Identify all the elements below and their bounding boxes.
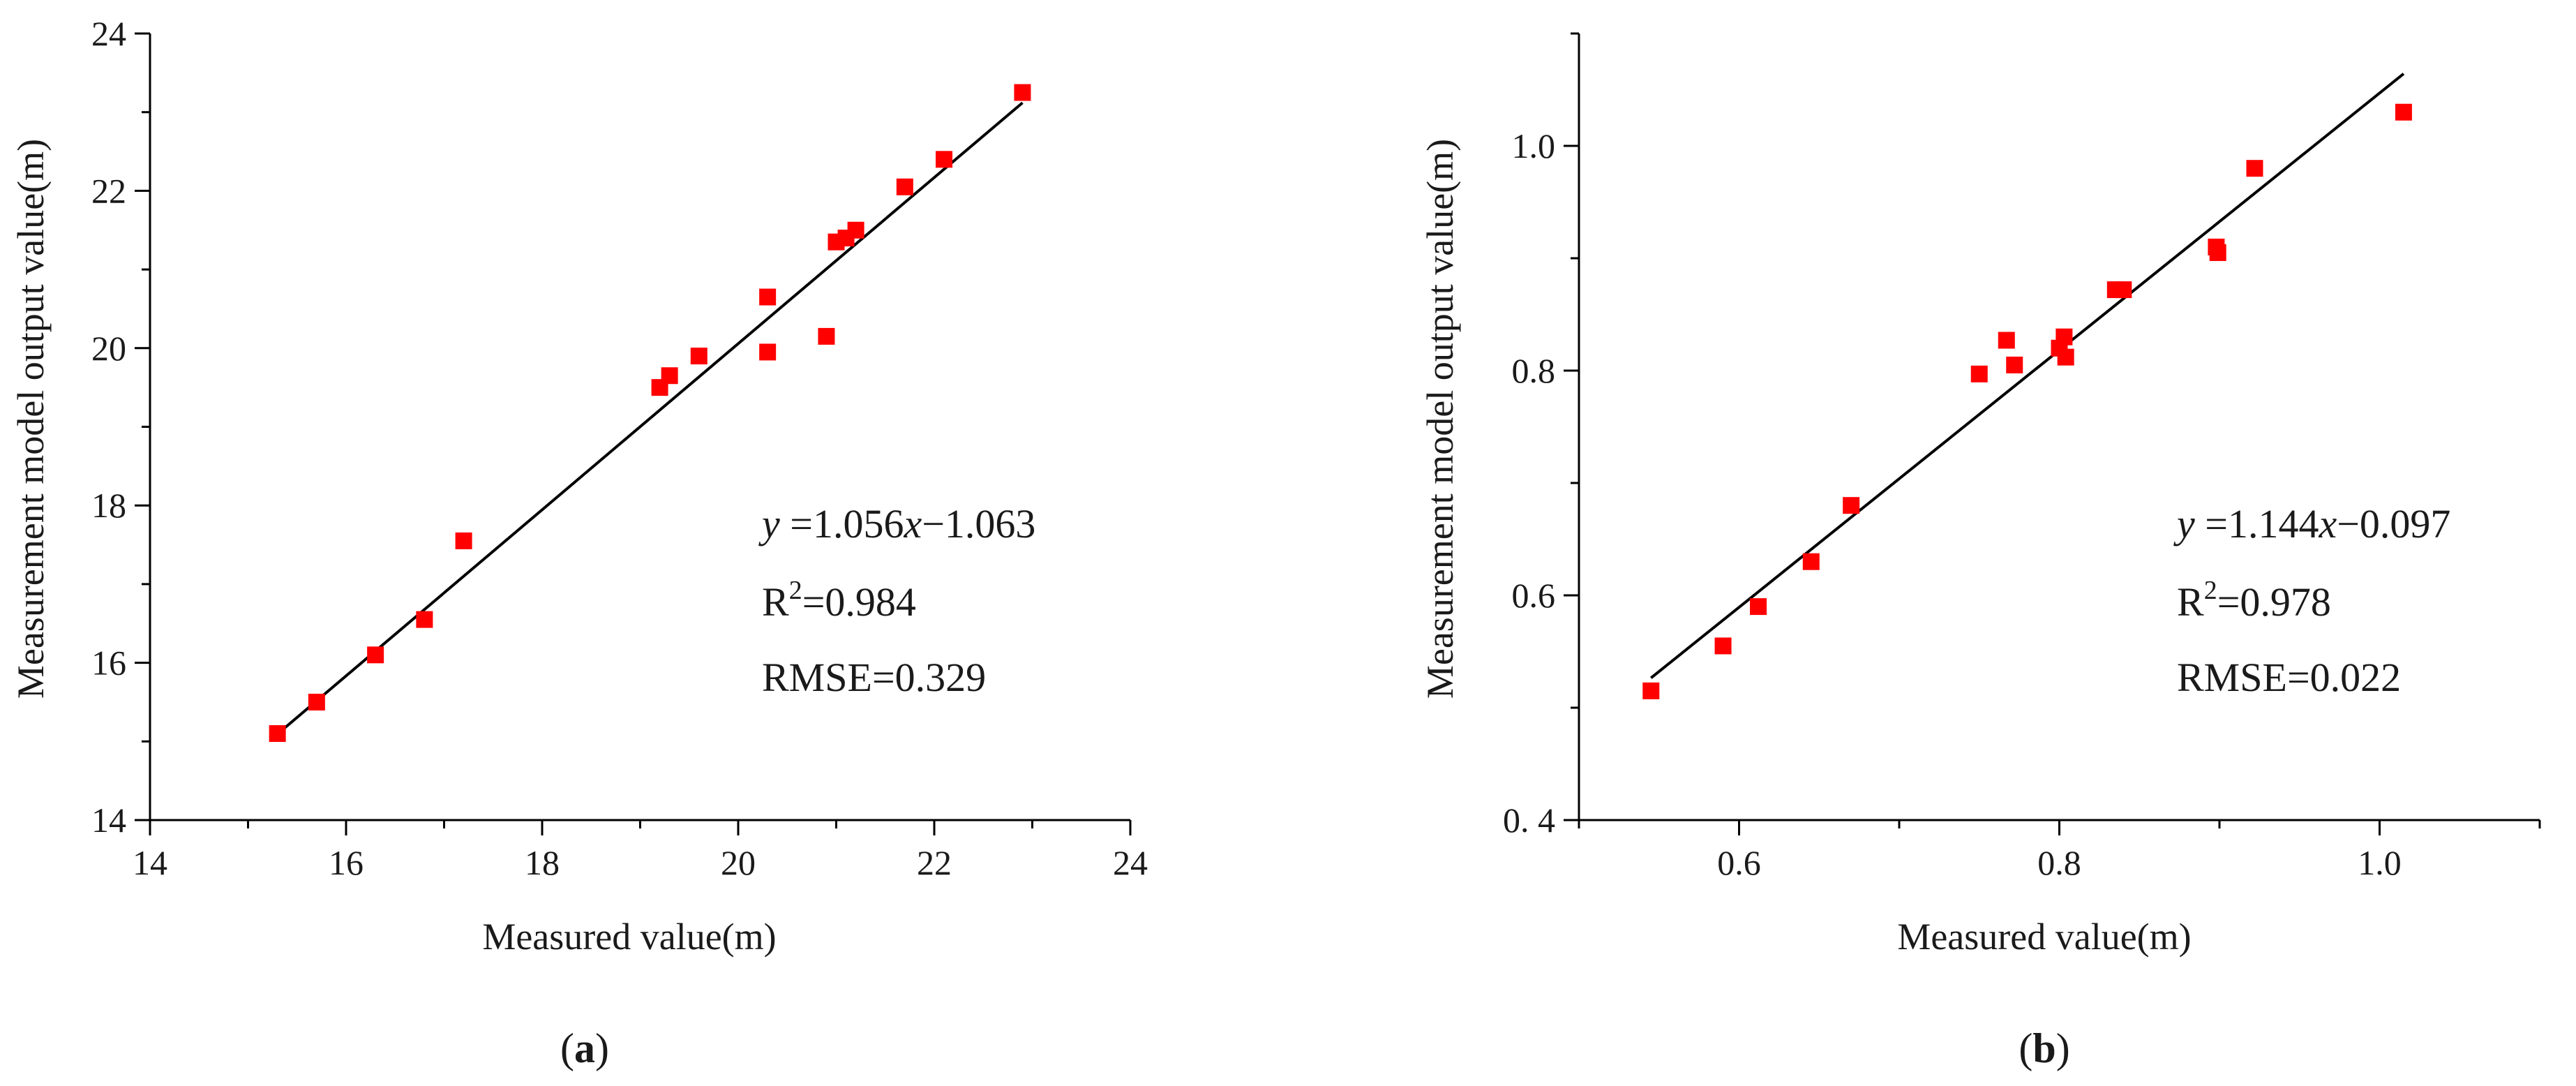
panel-b-y-tick-label: 0. 4 bbox=[1503, 801, 1555, 840]
panel-a-rmse: RMSE=0.329 bbox=[762, 655, 986, 700]
panel-a-data-point bbox=[269, 725, 286, 743]
panel-b-data-point bbox=[1642, 682, 1660, 699]
panel-b-rmse: RMSE=0.022 bbox=[2177, 655, 2401, 700]
panel-b-x-tick-label: 0.6 bbox=[1717, 843, 1761, 882]
panel-b-y-tick-label: 0.8 bbox=[1512, 351, 1556, 390]
panel-b-data-point bbox=[2057, 348, 2074, 366]
panel-b-plot-area: 0.6 0.8 1.0 0. 4 0.6 0.8 1.0 bbox=[1503, 32, 2541, 882]
panel-a-y-tick-label: 20 bbox=[91, 329, 126, 368]
panel-a-y-tick-label: 24 bbox=[91, 14, 126, 53]
panel-a-data-point bbox=[308, 693, 325, 711]
panel-a-data-point bbox=[367, 646, 384, 664]
panel-a-equation: y =1.056x−1.063 bbox=[758, 501, 1035, 546]
panel-a-data-point bbox=[818, 327, 835, 345]
panel-b-data-point bbox=[2395, 103, 2412, 121]
panel-b-ylabel: Measurement model output value(m) bbox=[1419, 139, 1461, 699]
panel-b-fit-line bbox=[1650, 73, 2405, 679]
panel-b-label: (b) bbox=[2019, 1025, 2069, 1071]
panel-a-label: (a) bbox=[560, 1025, 609, 1071]
panel-b-x-tick-label: 0.8 bbox=[2037, 843, 2081, 882]
panel-b-data-point bbox=[1750, 598, 1767, 616]
panel-a-data-point bbox=[759, 343, 777, 361]
panel-a-y-tick-label: 16 bbox=[91, 644, 126, 683]
panel-a: 14 16 18 20 22 24 14 16 18 20 22 24 Measurement mod… bbox=[10, 14, 1148, 1071]
panel-b-data-point bbox=[1802, 553, 1820, 570]
panel-a-x-tick-label: 16 bbox=[329, 843, 364, 882]
panel-a-data-point bbox=[455, 532, 472, 549]
panel-b-data-point bbox=[2006, 356, 2023, 373]
panel-a-x-tick-label: 18 bbox=[525, 843, 560, 882]
panel-a-xlabel: Measured value(m) bbox=[482, 916, 776, 958]
panel-a-x-tick-label: 22 bbox=[917, 843, 952, 882]
panel-b-data-point bbox=[1714, 637, 1732, 655]
panel-b-data-point bbox=[2115, 281, 2132, 299]
panel-a-fit-line bbox=[276, 101, 1024, 736]
panel-a-x-tick-label: 24 bbox=[1113, 843, 1148, 882]
panel-a-data-point bbox=[416, 611, 433, 628]
panel-a-data-point bbox=[847, 221, 864, 239]
panel-b-data-point bbox=[2055, 328, 2073, 345]
panel-b-y-tick-label: 1.0 bbox=[1512, 126, 1556, 165]
panel-b-data-point bbox=[2246, 160, 2263, 177]
panel-a-data-point bbox=[690, 348, 707, 365]
panel-a-x-tick-label: 14 bbox=[133, 843, 167, 882]
panel-a-data-point bbox=[936, 151, 953, 168]
panel-a-r-squared: R2=0.984 bbox=[762, 576, 916, 625]
panel-a-y-tick-label: 14 bbox=[91, 801, 126, 840]
panel-b-equation: y =1.144x−0.097 bbox=[2173, 501, 2450, 546]
panel-a-plot-area: 14 16 18 20 22 24 14 16 18 20 22 24 bbox=[91, 14, 1148, 882]
panel-b-x-tick-label: 1.0 bbox=[2358, 843, 2402, 882]
panel-a-data-point bbox=[896, 178, 913, 195]
panel-a-y-tick-label: 22 bbox=[91, 171, 126, 210]
panel-a-ylabel: Measurement model output value(m) bbox=[10, 139, 52, 699]
panel-b-y-tick-label: 0.6 bbox=[1512, 576, 1556, 615]
panel-a-x-tick-label: 20 bbox=[721, 843, 756, 882]
panel-b-data-point bbox=[1998, 332, 2015, 349]
panel-b-r-squared: R2=0.978 bbox=[2177, 576, 2331, 625]
panel-a-data-point bbox=[759, 288, 777, 306]
panel-a-data-point bbox=[1014, 84, 1031, 101]
panel-b: 0.6 0.8 1.0 0. 4 0.6 0.8 1.0 Measurement model… bbox=[1419, 32, 2541, 1071]
panel-a-data-point bbox=[661, 367, 678, 385]
panel-b-xlabel: Measured value(m) bbox=[1897, 916, 2191, 958]
panel-b-data-point bbox=[2209, 244, 2226, 261]
panel-b-data-point bbox=[1970, 365, 1988, 382]
panel-a-y-tick-label: 18 bbox=[91, 486, 126, 525]
panel-b-data-point bbox=[1843, 497, 1860, 514]
